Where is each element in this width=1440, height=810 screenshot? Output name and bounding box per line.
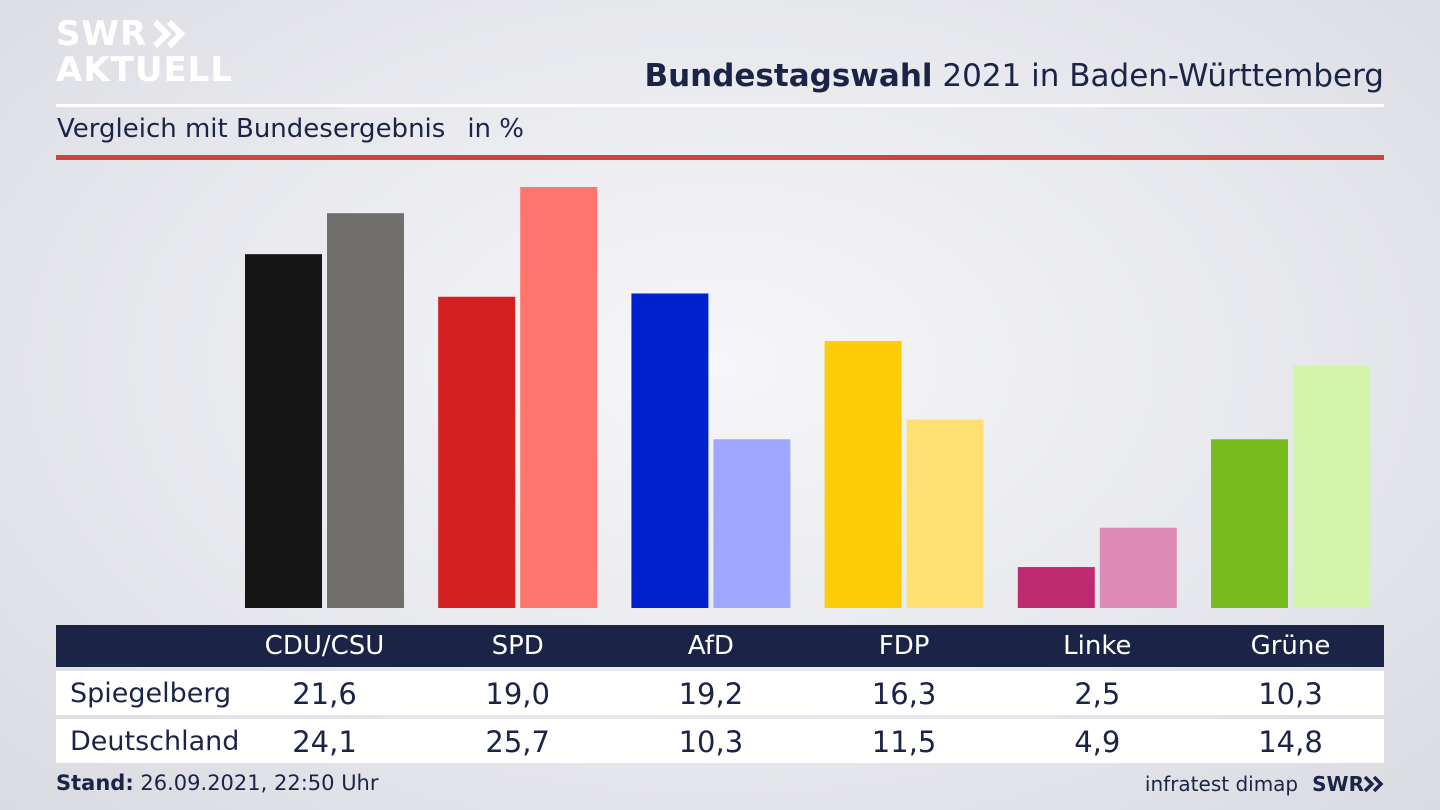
bar-spd-spiegelberg — [438, 296, 516, 608]
accent-divider — [56, 155, 1384, 160]
bar-cdu-csu-deutschland — [327, 213, 404, 608]
table-cell: 14,8 — [1258, 725, 1323, 759]
bar-linke-deutschland — [1099, 527, 1177, 608]
header-divider — [56, 104, 1384, 107]
logo-text-swr: SWR — [56, 14, 148, 54]
bar-linke-spiegelberg — [1017, 567, 1095, 608]
table-cell: 10,3 — [1258, 677, 1323, 711]
bar-grüne-deutschland — [1293, 365, 1370, 608]
table-cell: 19,2 — [678, 677, 744, 711]
row-label: Spiegelberg — [70, 678, 232, 709]
bar-fdp-spiegelberg — [824, 340, 902, 608]
results-table: CDU/CSU SPD AfD FDP Linke Grüne Spiegelberg 2… — [56, 625, 1384, 763]
column-header: CDU/CSU — [264, 631, 385, 661]
table-cell: 25,7 — [485, 725, 550, 759]
table-header-row: CDU/CSU SPD AfD FDP Linke Grüne — [56, 625, 1384, 667]
bar-afd-spiegelberg — [631, 293, 709, 608]
subtitle-text: Vergleich mit Bundesergebnis — [57, 114, 446, 144]
chart-title: Bundestagswahl 2021 in Baden-Württemberg — [644, 58, 1384, 94]
table-cell: 4,9 — [1074, 725, 1121, 759]
table-row-spiegelberg: Spiegelberg 21,6 19,0 19,2 16,3 2,5 10,3 — [56, 671, 1384, 715]
column-header: FDP — [878, 631, 930, 661]
stand-value: 26.09.2021, 22:50 Uhr — [140, 771, 379, 795]
unit-label: in % — [467, 114, 524, 144]
row-label: Deutschland — [70, 726, 240, 757]
timestamp: Stand: 26.09.2021, 22:50 Uhr — [56, 771, 379, 795]
table-cell: 10,3 — [678, 725, 744, 759]
swr-aktuell-logo: SWR AKTUELL — [56, 16, 233, 88]
table-cell: 11,5 — [871, 725, 937, 759]
column-header: Linke — [1063, 631, 1132, 661]
column-header: Grüne — [1250, 631, 1331, 661]
table-cell: 19,0 — [485, 677, 550, 711]
bar-cdu-csu-spiegelberg — [245, 254, 322, 608]
brand-text: SWR — [1312, 772, 1364, 796]
table-cell: 16,3 — [871, 677, 937, 711]
table-cell: 24,1 — [292, 725, 357, 759]
swr-footer-logo: SWR — [1312, 772, 1384, 796]
source-credit: infratest dimap SWR — [1145, 772, 1384, 796]
bar-chart — [245, 187, 1370, 608]
table-cell: 21,6 — [292, 677, 357, 711]
source-text: infratest dimap — [1144, 772, 1299, 796]
column-header: AfD — [687, 631, 734, 661]
table-row-deutschland: Deutschland 24,1 25,7 10,3 11,5 4,9 14,8 — [56, 719, 1384, 763]
table-cell: 2,5 — [1074, 677, 1121, 711]
title-bold: Bundestagswahl — [644, 58, 933, 94]
bar-grüne-spiegelberg — [1211, 439, 1288, 608]
title-rest: 2021 in Baden-Württemberg — [942, 58, 1384, 94]
bar-afd-deutschland — [713, 439, 791, 608]
column-header: SPD — [491, 631, 544, 661]
double-chevron-icon — [153, 20, 187, 48]
stand-label: Stand: — [56, 771, 134, 795]
bar-fdp-deutschland — [906, 419, 984, 608]
bar-spd-deutschland — [520, 187, 598, 608]
double-chevron-icon — [1364, 776, 1384, 792]
logo-text-aktuell: AKTUELL — [56, 50, 234, 90]
chart-subtitle: Vergleich mit Bundesergebnis in % — [57, 114, 524, 144]
